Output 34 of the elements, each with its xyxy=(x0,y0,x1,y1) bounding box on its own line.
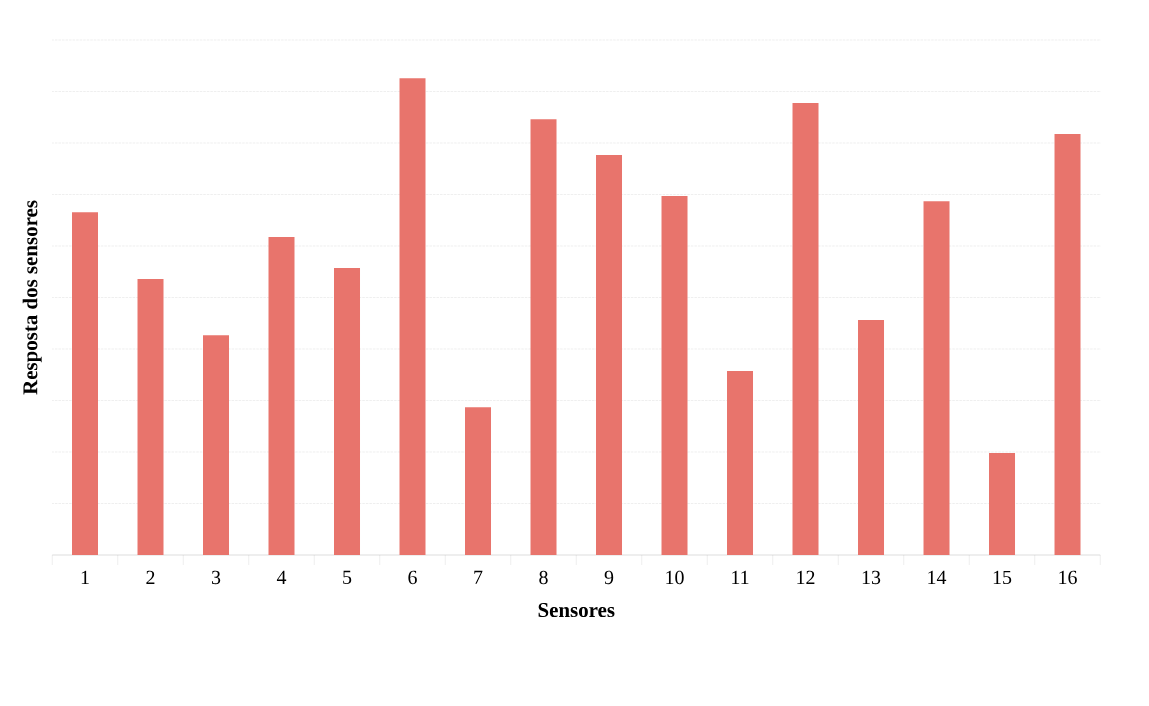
bar xyxy=(661,195,688,555)
x-tick-label: 6 xyxy=(408,570,417,585)
x-tick-label: 4 xyxy=(276,570,287,584)
bar xyxy=(858,319,885,555)
bar xyxy=(203,335,229,555)
x-tick-label: 2 xyxy=(146,570,155,584)
bar xyxy=(137,278,164,555)
x-tick-label: 3 xyxy=(211,570,221,585)
x-axis-title: Sensores xyxy=(538,603,615,618)
bar xyxy=(268,236,295,555)
bar xyxy=(72,212,98,555)
x-tick-label: 8 xyxy=(539,570,548,585)
bar xyxy=(399,78,426,555)
x-tick-label: 9 xyxy=(604,570,614,585)
bar xyxy=(596,154,623,555)
y-axis-title: Resposta dos sensores xyxy=(22,200,42,395)
x-tick-label: 15 xyxy=(993,570,1012,585)
bar xyxy=(989,452,1016,555)
bar xyxy=(465,407,492,555)
bar xyxy=(334,267,360,555)
x-tick-label: 11 xyxy=(732,570,749,584)
x-tick-label: 1 xyxy=(81,570,89,584)
bar xyxy=(530,119,557,555)
x-tick-label: 7 xyxy=(474,570,483,584)
x-tick-label: 16 xyxy=(1059,570,1077,585)
x-tick-label: 12 xyxy=(797,570,815,584)
bar xyxy=(923,201,950,555)
bar xyxy=(792,102,819,555)
bar xyxy=(727,370,754,555)
x-tick-label: 5 xyxy=(343,570,352,585)
x-tick-label: 14 xyxy=(928,570,947,584)
x-tick-label: 10 xyxy=(666,570,684,585)
bar xyxy=(1054,133,1081,555)
x-tick-label: 13 xyxy=(862,570,881,585)
